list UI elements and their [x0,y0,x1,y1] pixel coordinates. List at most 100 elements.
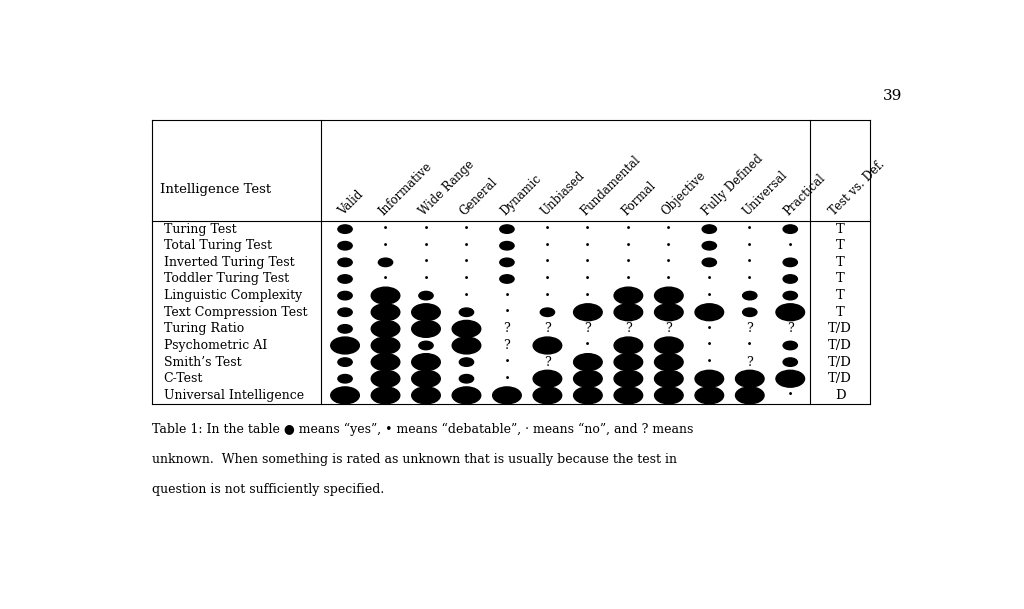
Text: ·: · [625,252,632,273]
Text: ·: · [585,234,592,257]
Text: Objective: Objective [659,169,709,219]
Text: Total Turing Test: Total Turing Test [164,239,271,252]
Circle shape [372,337,399,354]
Text: Toddler Turing Test: Toddler Turing Test [164,272,289,286]
Circle shape [573,387,602,404]
Text: Intelligence Test: Intelligence Test [160,183,271,195]
Circle shape [654,287,683,304]
Text: ·: · [746,268,754,290]
Circle shape [338,242,352,250]
Circle shape [654,304,683,321]
Text: ·: · [423,218,429,240]
Text: Smith’s Test: Smith’s Test [164,356,242,368]
Text: ·: · [746,218,754,240]
Text: ·: · [666,234,673,257]
Circle shape [654,370,683,387]
Circle shape [573,304,602,321]
Circle shape [783,258,798,267]
Text: ·: · [585,268,592,290]
Text: ?: ? [544,322,551,336]
Text: ?: ? [504,322,510,336]
Circle shape [372,304,399,321]
Circle shape [776,304,805,321]
Text: ·: · [585,284,592,306]
Text: ·: · [504,301,511,323]
Text: 39: 39 [883,90,902,104]
Text: ·: · [625,234,632,257]
Circle shape [776,370,805,387]
Text: ·: · [544,252,551,273]
Text: ?: ? [746,356,754,368]
Circle shape [338,275,352,283]
Circle shape [654,387,683,404]
Text: Valid: Valid [336,188,366,219]
Text: ·: · [706,318,713,340]
Circle shape [412,304,440,321]
Text: ·: · [463,284,470,306]
Text: ·: · [786,234,794,257]
Text: Unbiased: Unbiased [539,169,587,219]
Text: ·: · [544,284,551,306]
Text: T: T [836,306,845,319]
Circle shape [735,387,764,404]
Text: ?: ? [544,356,551,368]
Circle shape [614,387,643,404]
Text: ·: · [746,334,754,356]
Circle shape [338,358,352,367]
Text: ·: · [423,268,429,290]
Text: Table 1: In the table ● means “yes”, • means “debatable”, · means “no”, and ? me: Table 1: In the table ● means “yes”, • m… [152,423,693,435]
Text: D: D [835,389,846,402]
Text: T/D: T/D [828,339,852,352]
Circle shape [742,291,757,300]
Text: Wide Range: Wide Range [417,158,477,219]
Text: Linguistic Complexity: Linguistic Complexity [164,289,302,302]
Text: Formal: Formal [620,180,658,219]
Circle shape [783,358,798,367]
Circle shape [338,375,352,383]
Circle shape [500,275,514,283]
Circle shape [702,225,717,233]
Text: ·: · [666,268,673,290]
Circle shape [331,387,359,404]
Circle shape [372,387,399,404]
Circle shape [695,387,724,404]
Text: ·: · [423,234,429,257]
Text: ·: · [706,334,713,356]
Text: question is not sufficiently specified.: question is not sufficiently specified. [152,484,384,496]
Text: ·: · [746,252,754,273]
Circle shape [338,325,352,333]
Circle shape [783,275,798,283]
Text: ?: ? [666,322,672,336]
Text: Inverted Turing Test: Inverted Turing Test [164,256,294,269]
Circle shape [412,387,440,404]
Text: T: T [836,239,845,252]
Text: C-Test: C-Test [164,372,203,385]
Circle shape [783,225,798,233]
Circle shape [412,320,440,337]
Text: unknown.  When something is rated as unknown that is usually because the test in: unknown. When something is rated as unkn… [152,453,677,466]
Circle shape [735,370,764,387]
Circle shape [338,291,352,300]
Text: T: T [836,272,845,286]
Text: ?: ? [625,322,632,336]
Text: T/D: T/D [828,322,852,336]
Text: Text Compression Test: Text Compression Test [164,306,307,319]
Text: ·: · [544,268,551,290]
Circle shape [331,337,359,354]
Circle shape [453,387,480,404]
Circle shape [783,291,798,300]
Text: Fundamental: Fundamental [579,153,643,219]
Text: Test vs. Def.: Test vs. Def. [827,158,888,219]
Text: Dynamic: Dynamic [498,172,544,219]
Circle shape [453,337,480,354]
Circle shape [372,320,399,337]
Text: ·: · [706,284,713,306]
Circle shape [541,308,555,317]
Text: ·: · [463,234,470,257]
Circle shape [412,370,440,387]
Circle shape [573,370,602,387]
Circle shape [695,304,724,321]
Text: ·: · [706,351,713,373]
Text: Universal Intelligence: Universal Intelligence [164,389,304,402]
Text: ·: · [382,268,389,290]
